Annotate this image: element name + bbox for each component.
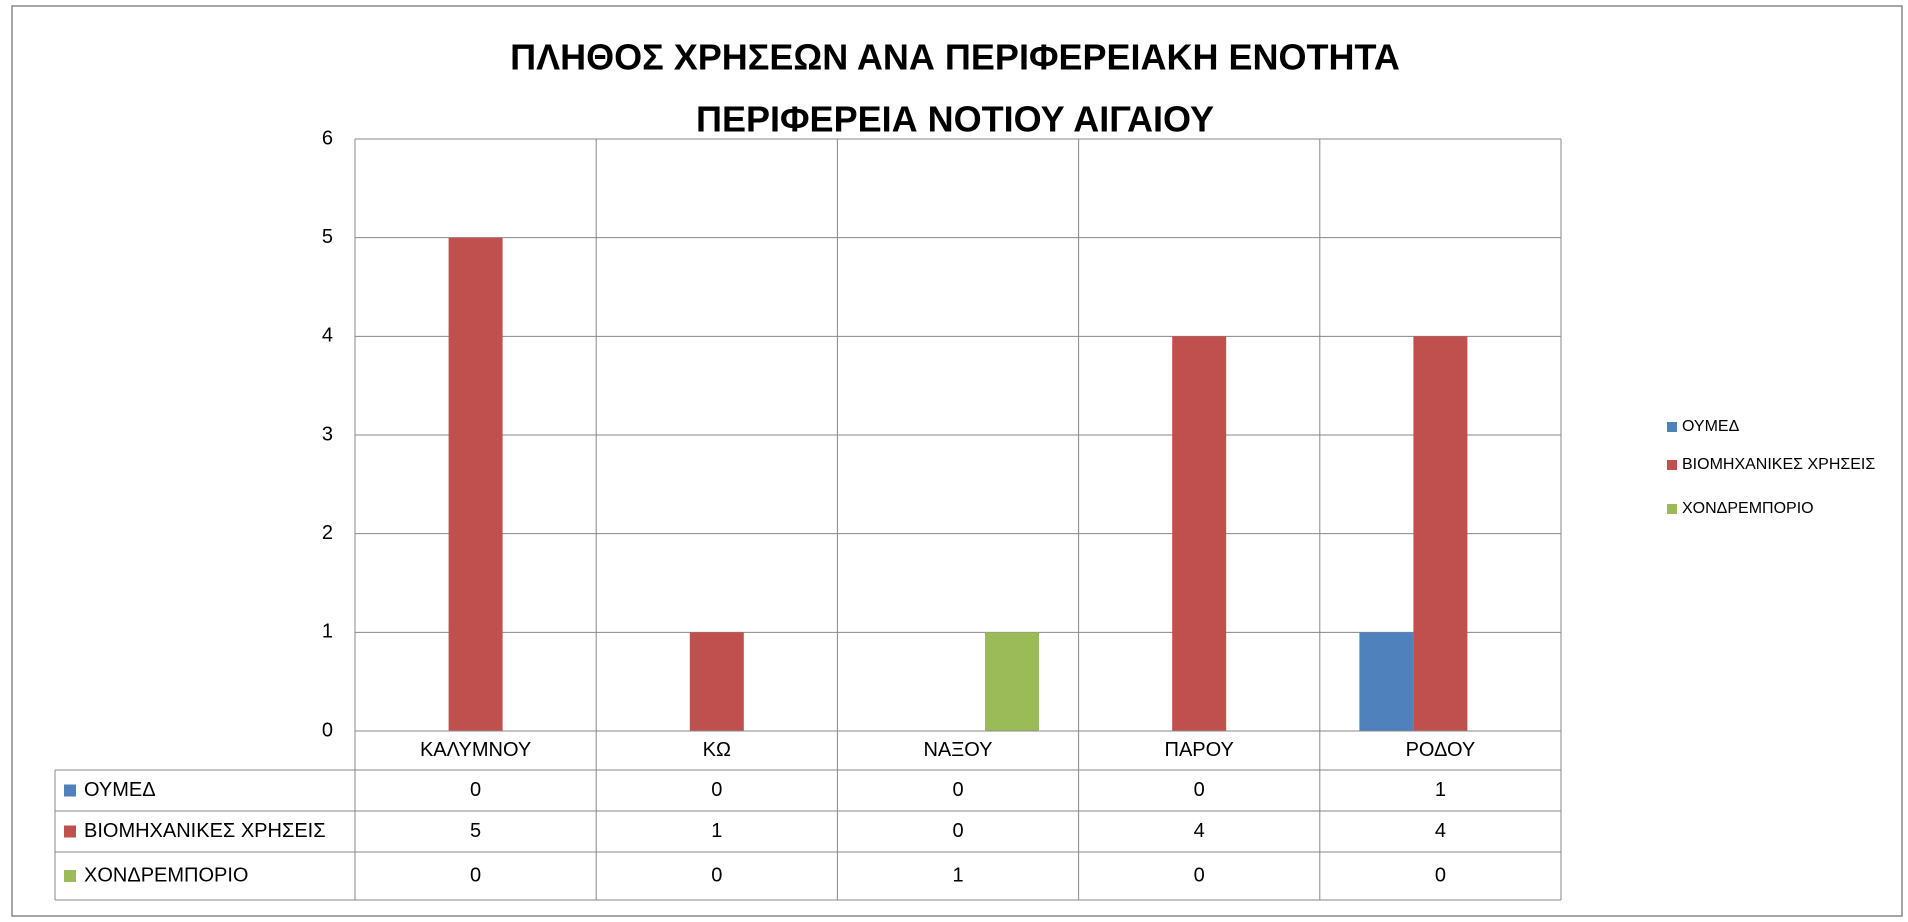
y-tick-label: 3 — [322, 423, 333, 445]
table-series-name: ΒΙΟΜΗΧΑΝΙΚΕΣ ΧΡΗΣΕΙΣ — [84, 820, 326, 842]
table-cell: 5 — [470, 820, 481, 842]
table-cell: 0 — [470, 864, 481, 886]
y-tick-label: 5 — [322, 226, 333, 248]
table-series-name: ΧΟΝΔΡΕΜΠΟΡΙΟ — [84, 864, 249, 886]
table-cell: 0 — [470, 779, 481, 801]
legend-label: ΒΙΟΜΗΧΑΝΙΚΕΣ ΧΡΗΣΕΙΣ — [1682, 456, 1875, 473]
table-cell: 0 — [1194, 779, 1205, 801]
chart-title: ΠΛΗΘΟΣ ΧΡΗΣΕΩΝ ΑΝΑ ΠΕΡΙΦΕΡΕΙΑΚΗ ΕΝΟΤΗΤΑ — [510, 37, 1400, 78]
table-cell: 4 — [1435, 820, 1446, 842]
legend-label: ΟΥΜΕΔ — [1682, 418, 1740, 435]
table-cell: 0 — [1194, 864, 1205, 886]
table-cell: 1 — [1435, 779, 1446, 801]
table-cell: 0 — [711, 864, 722, 886]
bar — [1172, 336, 1227, 731]
chart-frame — [11, 5, 1903, 917]
x-tick-label: ΚΑΛΥΜΝΟΥ — [420, 739, 531, 761]
x-tick-label: ΡΟΔΟΥ — [1406, 739, 1476, 761]
table-series-name: ΟΥΜΕΔ — [84, 779, 156, 801]
legend-key — [1667, 422, 1677, 432]
legend-label: ΧΟΝΔΡΕΜΠΟΡΙΟ — [1682, 500, 1814, 517]
x-tick-label: ΝΑΞΟΥ — [923, 739, 992, 761]
x-tick-label: ΚΩ — [703, 739, 731, 761]
table-legend-key — [64, 825, 76, 838]
bar — [689, 632, 744, 731]
y-tick-label: 2 — [322, 522, 333, 544]
x-tick-label: ΠΑΡΟΥ — [1165, 739, 1234, 761]
y-tick-label: 0 — [322, 719, 333, 741]
legend-key — [1667, 460, 1677, 470]
y-tick-label: 1 — [322, 621, 333, 643]
table-legend-key — [64, 870, 76, 882]
y-tick-label: 6 — [322, 127, 333, 149]
chart-subtitle: ΠΕΡΙΦΕΡΕΙΑ ΝΟΤΙΟΥ ΑΙΓΑΙΟΥ — [696, 99, 1214, 140]
table-legend-key — [64, 784, 76, 797]
table-cell: 0 — [952, 820, 963, 842]
table-cell: 0 — [952, 779, 963, 801]
bar — [985, 632, 1039, 731]
table-cell: 4 — [1194, 820, 1205, 842]
table-cell: 0 — [711, 779, 722, 801]
table-cell: 0 — [1435, 864, 1446, 886]
table-cell: 1 — [711, 820, 722, 842]
y-tick-label: 4 — [322, 325, 333, 347]
table-cell: 1 — [952, 864, 963, 886]
bar — [1359, 632, 1414, 731]
bar — [448, 237, 503, 731]
bar — [1413, 336, 1468, 731]
legend-key — [1667, 504, 1677, 514]
